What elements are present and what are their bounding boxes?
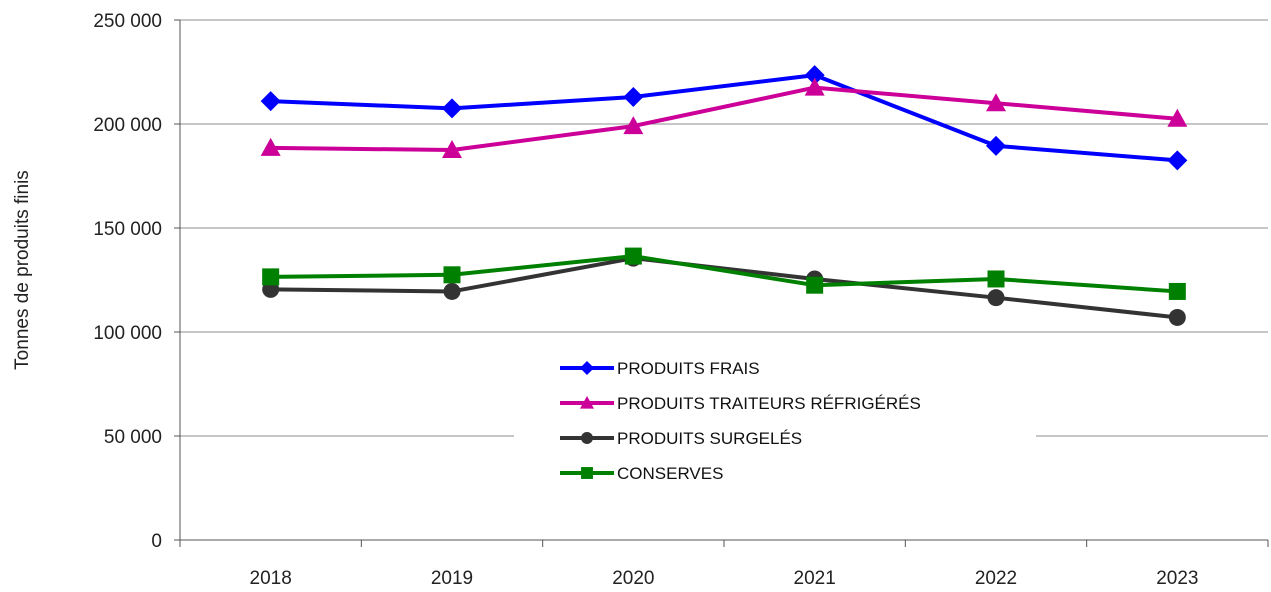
data-point [987,289,1005,307]
legend: PRODUITS FRAIS PRODUITS TRAITEURS RÉFRIGÉ… [514,342,1036,494]
data-point [1168,282,1186,300]
data-point [443,282,461,300]
data-point [581,467,593,479]
series-group [260,77,1188,158]
data-point [1167,150,1188,171]
x-tick-label: 2023 [1156,568,1198,589]
data-point [260,91,281,112]
legend-label: CONSERVES [617,464,723,483]
series [260,65,1188,326]
data-point [986,93,1006,112]
data-point [443,266,461,284]
data-point [442,98,462,119]
data-point [986,135,1006,156]
data-point [260,137,281,156]
x-tick-label: 2018 [250,568,292,589]
legend-label: PRODUITS SURGELÉS [617,429,802,448]
y-tick-label: 100 000 [93,323,162,344]
x-tick-label: 2019 [431,568,473,589]
gridlines [180,19,1268,437]
data-point [804,77,825,96]
data-point [804,65,825,86]
data-point [987,270,1005,288]
y-axis-title: Tonnes de produits finis [12,170,33,370]
x-tick-label: 2022 [975,568,1017,589]
series-group [262,247,1186,300]
y-tick-label: 200 000 [93,115,162,136]
data-point [580,396,594,409]
series-line [270,73,1178,163]
data-point [1167,108,1188,127]
legend-label: PRODUITS TRAITEURS RÉFRIGÉRÉS [617,394,921,413]
y-tick-label: 150 000 [93,219,162,240]
x-tick-label: 2020 [612,568,654,589]
data-point [623,86,644,107]
data-point [806,276,824,294]
series-line [270,256,1178,320]
series-line [270,85,1178,152]
data-point [580,361,594,375]
data-point [262,268,280,286]
series-line [270,254,1178,294]
data-point [624,247,642,265]
series-group [260,65,1188,171]
series-group [262,249,1186,326]
axes: 0 50 000 100 000 150 000 200 000 250 000 2018 2… [93,11,1269,589]
x-tick-label: 2021 [794,568,836,589]
data-point [1168,308,1186,326]
y-tick-label: 50 000 [104,427,162,448]
y-tick-label: 250 000 [93,11,162,32]
legend-label: PRODUITS FRAIS [617,359,760,378]
data-point [442,140,462,158]
data-point [623,116,644,135]
y-tick-label: 0 [151,531,162,552]
data-point [581,432,593,444]
